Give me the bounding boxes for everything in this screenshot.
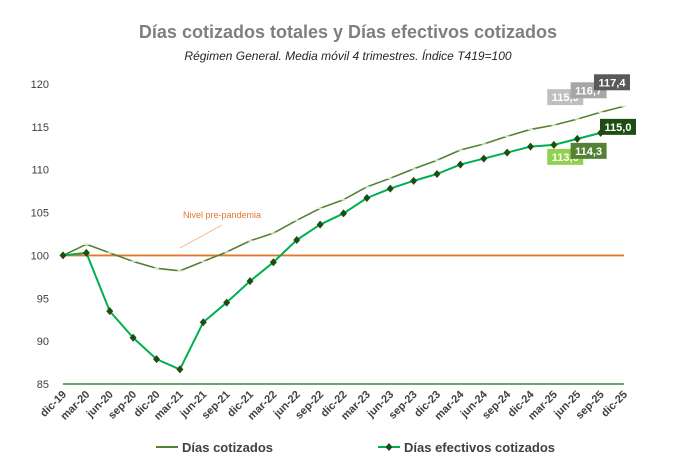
legend-swatch-marker xyxy=(385,443,393,451)
data-point xyxy=(129,333,137,342)
data-label-box xyxy=(570,142,607,159)
data-point xyxy=(573,134,581,143)
reference-line-label: Nivel pre-pandemia xyxy=(183,210,261,220)
y-tick-label: 100 xyxy=(31,250,49,262)
data-point xyxy=(246,277,254,286)
data-point xyxy=(433,170,441,178)
reference-line-group: Nivel pre-pandemia xyxy=(63,210,624,385)
y-tick-label: 120 xyxy=(31,79,49,91)
data-point xyxy=(223,298,231,307)
data-point xyxy=(176,365,184,374)
y-tick-label: 105 xyxy=(31,208,49,220)
data-point xyxy=(527,142,534,151)
data-label-box xyxy=(600,118,636,135)
data-point xyxy=(269,258,277,267)
chart-title: Días cotizados totales y Días efectivos … xyxy=(139,22,557,42)
data-point xyxy=(106,307,114,316)
data-point xyxy=(550,140,558,149)
data-label-box xyxy=(594,74,630,91)
x-tick-label: dic-25 xyxy=(599,389,630,420)
data-point xyxy=(82,248,90,257)
y-tick-label: 85 xyxy=(37,379,49,391)
series-group xyxy=(59,105,628,374)
series-line xyxy=(62,125,625,371)
data-point xyxy=(480,154,488,163)
data-label: 117,4 xyxy=(599,77,627,89)
y-tick-label: 90 xyxy=(37,336,49,348)
data-point xyxy=(386,184,394,193)
legend-label: Días cotizados xyxy=(182,440,273,455)
data-point xyxy=(503,148,511,157)
data-label: 114,3 xyxy=(575,146,602,158)
x-axis: dic-19mar-20jun-20sep-20dic-20mar-21jun-… xyxy=(38,388,630,423)
legend-label: Días efectivos cotizados xyxy=(404,440,555,455)
data-point xyxy=(293,236,301,244)
y-tick-label: 110 xyxy=(31,165,49,177)
data-point xyxy=(316,220,324,229)
data-point xyxy=(59,251,67,260)
data-point xyxy=(410,176,418,185)
legend: Días cotizados Días efectivos cotizados xyxy=(156,440,555,455)
data-point xyxy=(153,355,160,364)
data-point xyxy=(340,209,347,218)
reference-line-leader xyxy=(179,224,223,249)
data-point xyxy=(199,318,207,327)
data-point xyxy=(456,160,464,169)
data-label: 115,0 xyxy=(605,122,632,134)
data-point xyxy=(363,194,371,202)
chart-subtitle: Régimen General. Media móvil 4 trimestre… xyxy=(184,48,511,63)
y-tick-label: 115 xyxy=(31,122,49,134)
y-axis: 85 90 95 100 105 110 115 120 xyxy=(31,79,49,391)
series-line xyxy=(62,105,625,272)
y-tick-label: 95 xyxy=(37,293,49,305)
